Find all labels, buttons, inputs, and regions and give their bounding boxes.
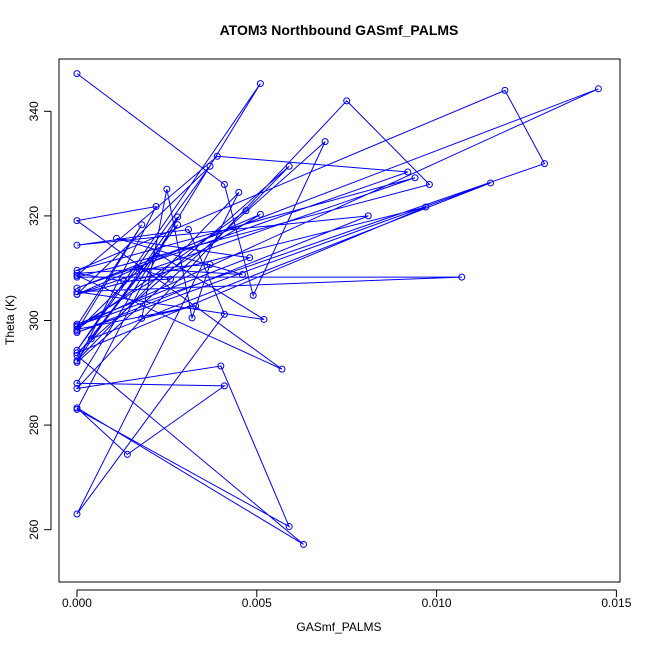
series-line — [75, 73, 599, 545]
data-point — [73, 379, 81, 387]
data-point — [174, 213, 182, 221]
data-point — [152, 249, 160, 257]
data-point — [73, 266, 81, 274]
data-point — [87, 335, 95, 343]
data-point — [242, 207, 250, 215]
y-tick-label: 340 — [27, 101, 41, 121]
y-axis: 260 280 300 320 340 — [27, 101, 52, 540]
data-point — [73, 290, 81, 298]
data-point — [123, 450, 131, 458]
data-point — [73, 357, 81, 365]
data-point — [163, 185, 171, 193]
data-point — [166, 275, 174, 283]
data-point — [540, 160, 548, 168]
data-point — [138, 314, 146, 322]
data-point — [73, 325, 81, 333]
data-point — [138, 221, 146, 229]
y-axis-label: Theta (K) — [3, 295, 17, 345]
data-point — [422, 203, 430, 211]
x-tick-label: 0.005 — [242, 596, 272, 610]
data-point — [73, 346, 81, 354]
y-tick-label: 280 — [27, 415, 41, 435]
data-point — [278, 365, 286, 373]
data-point — [260, 315, 268, 323]
data-point — [238, 270, 246, 278]
data-point — [73, 352, 81, 360]
data-point — [73, 349, 81, 357]
series-layer — [73, 70, 602, 548]
data-point — [220, 181, 228, 189]
data-point — [134, 264, 142, 272]
x-axis: 0.000 0.005 0.010 0.015 — [62, 589, 632, 610]
data-point — [458, 273, 466, 281]
data-point — [73, 384, 81, 392]
data-point — [184, 225, 192, 233]
data-point — [501, 86, 509, 94]
data-point — [249, 291, 257, 299]
data-point — [404, 168, 412, 176]
data-point — [73, 70, 81, 78]
data-point — [285, 523, 293, 531]
y-tick-label: 260 — [27, 519, 41, 539]
data-point — [73, 217, 81, 225]
data-point — [343, 97, 351, 105]
y-tick-label: 300 — [27, 310, 41, 330]
data-point — [256, 210, 264, 218]
data-point — [206, 261, 214, 269]
x-tick-label: 0.000 — [62, 596, 92, 610]
data-point — [256, 80, 264, 88]
data-point — [364, 212, 372, 220]
data-point — [300, 540, 308, 548]
data-point — [113, 234, 121, 242]
data-point — [73, 320, 81, 328]
data-point — [192, 302, 200, 310]
data-point — [73, 405, 81, 413]
x-axis-label: GASmf_PALMS — [296, 620, 381, 634]
data-point — [206, 162, 214, 170]
data-point — [73, 288, 81, 296]
x-tick-label: 0.015 — [601, 596, 631, 610]
data-point — [152, 202, 160, 210]
data-point — [73, 273, 81, 281]
data-point — [220, 310, 228, 318]
data-point — [213, 152, 221, 160]
data-point — [235, 188, 243, 196]
data-point — [220, 382, 228, 390]
chart-title: ATOM3 Northbound GASmf_PALMS — [220, 22, 459, 38]
plot-frame — [58, 58, 621, 583]
data-point — [425, 181, 433, 189]
data-point — [321, 138, 329, 146]
data-point — [73, 510, 81, 518]
data-point — [285, 162, 293, 170]
data-point — [246, 254, 254, 262]
data-point — [411, 174, 419, 182]
data-point — [487, 179, 495, 187]
data-point — [73, 241, 81, 249]
data-point — [217, 362, 225, 370]
y-tick-label: 320 — [27, 206, 41, 226]
data-point — [120, 277, 128, 285]
x-tick-label: 0.010 — [422, 596, 452, 610]
data-point — [594, 85, 602, 93]
data-point — [73, 269, 81, 277]
data-point — [174, 221, 182, 229]
data-point — [188, 314, 196, 322]
